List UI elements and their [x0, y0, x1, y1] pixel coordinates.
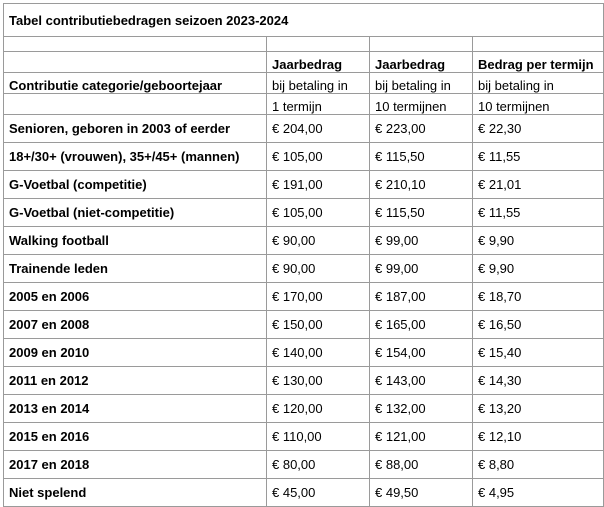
category-cell: 18+/30+ (vrouwen), 35+/45+ (mannen): [3, 142, 267, 171]
per-term-cell: € 18,70: [471, 282, 604, 311]
amount-10-terms-cell: € 210,10: [369, 170, 473, 199]
category-cell: Niet spelend: [3, 478, 267, 507]
amount-1-term-cell: € 130,00: [266, 366, 370, 395]
table-row: 2013 en 2014 € 120,00 € 132,00 € 13,20: [3, 394, 604, 423]
empty-cell: [266, 36, 370, 52]
amount-1-term-cell: € 191,00: [266, 170, 370, 199]
header-cell: [3, 93, 267, 115]
table-row: 2015 en 2016 € 110,00 € 121,00 € 12,10: [3, 422, 604, 451]
amount-10-terms-cell: € 49,50: [369, 478, 473, 507]
amount-10-terms-cell: € 143,00: [369, 366, 473, 395]
category-cell: 2009 en 2010: [3, 338, 267, 367]
table-row: G-Voetbal (competitie) € 191,00 € 210,10 € …: [3, 170, 604, 199]
per-term-cell: € 13,20: [471, 394, 604, 423]
per-term-cell: € 11,55: [471, 142, 604, 171]
amount-10-terms-cell: € 223,00: [369, 114, 473, 143]
empty-cell: [3, 36, 267, 52]
category-cell: 2017 en 2018: [3, 450, 267, 479]
table-row: Trainende leden € 90,00 € 99,00 € 9,90: [3, 254, 604, 283]
per-term-cell: € 11,55: [471, 198, 604, 227]
amount-1-term-cell: € 80,00: [266, 450, 370, 479]
table-row: 2011 en 2012 € 130,00 € 143,00 € 14,30: [3, 366, 604, 395]
per-term-cell: € 4,95: [471, 478, 604, 507]
table-row: 2007 en 2008 € 150,00 € 165,00 € 16,50: [3, 310, 604, 339]
header-cell: bij betaling in: [471, 72, 604, 94]
amount-1-term-cell: € 170,00: [266, 282, 370, 311]
amount-10-terms-cell: € 88,00: [369, 450, 473, 479]
category-cell: Walking football: [3, 226, 267, 255]
amount-10-terms-cell: € 187,00: [369, 282, 473, 311]
header-cell: Jaarbedrag: [266, 51, 370, 73]
header-cell: [3, 51, 267, 73]
category-cell: 2005 en 2006: [3, 282, 267, 311]
table-row: Walking football € 90,00 € 99,00 € 9,90: [3, 226, 604, 255]
category-cell: 2015 en 2016: [3, 422, 267, 451]
category-cell: 2013 en 2014: [3, 394, 267, 423]
amount-1-term-cell: € 90,00: [266, 254, 370, 283]
category-cell: Trainende leden: [3, 254, 267, 283]
amount-1-term-cell: € 120,00: [266, 394, 370, 423]
amount-1-term-cell: € 204,00: [266, 114, 370, 143]
header-category-label: Contributie categorie/geboortejaar: [3, 72, 267, 94]
header-cell: 10 termijnen: [369, 93, 473, 115]
amount-1-term-cell: € 150,00: [266, 310, 370, 339]
per-term-cell: € 21,01: [471, 170, 604, 199]
amount-10-terms-cell: € 165,00: [369, 310, 473, 339]
amount-10-terms-cell: € 99,00: [369, 226, 473, 255]
table-row: G-Voetbal (niet-competitie) € 105,00 € 115…: [3, 198, 604, 227]
table-row: 2005 en 2006 € 170,00 € 187,00 € 18,70: [3, 282, 604, 311]
amount-10-terms-cell: € 99,00: [369, 254, 473, 283]
header-cell: bij betaling in: [369, 72, 473, 94]
header-cell: 10 termijnen: [471, 93, 604, 115]
empty-cell: [369, 36, 473, 52]
header-cell: Bedrag per termijn: [471, 51, 604, 73]
amount-1-term-cell: € 90,00: [266, 226, 370, 255]
category-cell: G-Voetbal (niet-competitie): [3, 198, 267, 227]
amount-1-term-cell: € 140,00: [266, 338, 370, 367]
per-term-cell: € 9,90: [471, 226, 604, 255]
empty-cell: [471, 36, 604, 52]
per-term-cell: € 14,30: [471, 366, 604, 395]
amount-1-term-cell: € 110,00: [266, 422, 370, 451]
table-row: Niet spelend € 45,00 € 49,50 € 4,95: [3, 478, 604, 507]
table-row: 2009 en 2010 € 140,00 € 154,00 € 15,40: [3, 338, 604, 367]
header-cell: Jaarbedrag: [369, 51, 473, 73]
amount-1-term-cell: € 45,00: [266, 478, 370, 507]
per-term-cell: € 12,10: [471, 422, 604, 451]
amount-10-terms-cell: € 121,00: [369, 422, 473, 451]
per-term-cell: € 22,30: [471, 114, 604, 143]
per-term-cell: € 16,50: [471, 310, 604, 339]
amount-1-term-cell: € 105,00: [266, 198, 370, 227]
per-term-cell: € 9,90: [471, 254, 604, 283]
table-title: Tabel contributiebedragen seizoen 2023-2…: [2, 3, 604, 37]
table-row: 18+/30+ (vrouwen), 35+/45+ (mannen) € 105…: [3, 142, 604, 171]
contribution-table: Tabel contributiebedragen seizoen 2023-2…: [2, 3, 604, 507]
table-row: Senioren, geboren in 2003 of eerder € 204…: [3, 114, 604, 143]
header-cell: 1 termijn: [266, 93, 370, 115]
amount-10-terms-cell: € 115,50: [369, 198, 473, 227]
amount-10-terms-cell: € 154,00: [369, 338, 473, 367]
amount-10-terms-cell: € 115,50: [369, 142, 473, 171]
amount-10-terms-cell: € 132,00: [369, 394, 473, 423]
category-cell: Senioren, geboren in 2003 of eerder: [3, 114, 267, 143]
category-cell: 2011 en 2012: [3, 366, 267, 395]
amount-1-term-cell: € 105,00: [266, 142, 370, 171]
category-cell: G-Voetbal (competitie): [3, 170, 267, 199]
category-cell: 2007 en 2008: [3, 310, 267, 339]
per-term-cell: € 15,40: [471, 338, 604, 367]
header-cell: bij betaling in: [266, 72, 370, 94]
per-term-cell: € 8,80: [471, 450, 604, 479]
table-row: 2017 en 2018 € 80,00 € 88,00 € 8,80: [3, 450, 604, 479]
